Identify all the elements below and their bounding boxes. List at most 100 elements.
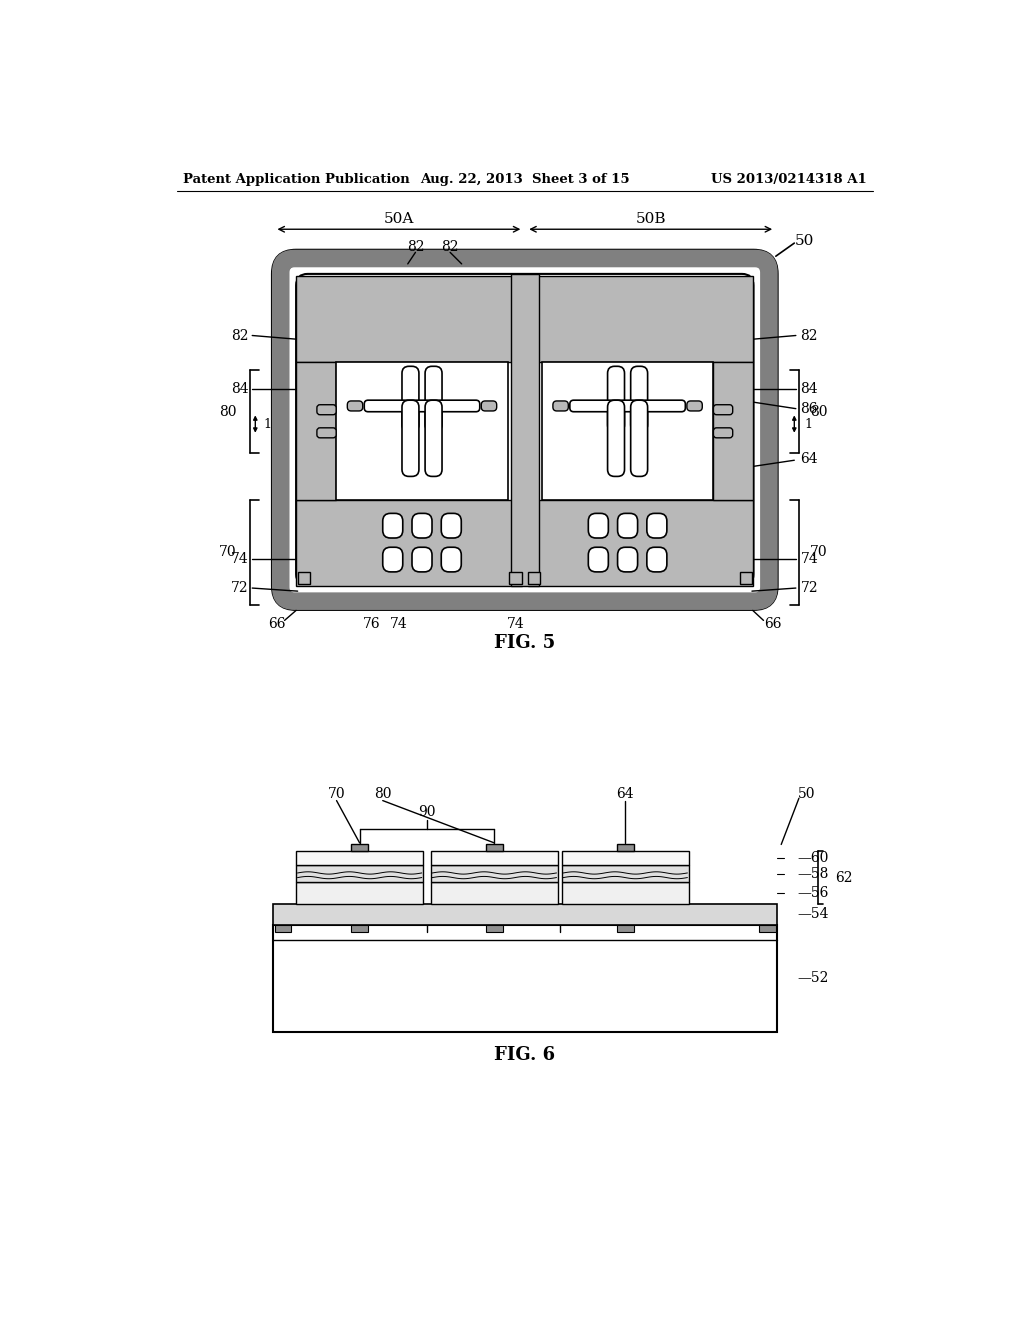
Bar — [486, 845, 503, 851]
Text: —56: —56 — [798, 886, 828, 900]
Bar — [528, 276, 754, 363]
Bar — [351, 924, 368, 932]
Bar — [739, 572, 752, 585]
FancyBboxPatch shape — [569, 400, 685, 412]
Text: 80: 80 — [219, 405, 237, 418]
Bar — [511, 275, 539, 586]
Text: 74: 74 — [507, 618, 524, 631]
Text: —52: —52 — [798, 972, 828, 986]
Text: 74: 74 — [390, 618, 408, 631]
FancyBboxPatch shape — [714, 405, 733, 414]
FancyBboxPatch shape — [441, 513, 461, 539]
Text: 72: 72 — [230, 581, 249, 595]
Text: 64: 64 — [801, 451, 818, 466]
FancyBboxPatch shape — [316, 405, 336, 414]
FancyBboxPatch shape — [441, 548, 461, 572]
FancyBboxPatch shape — [383, 513, 402, 539]
Text: 86: 86 — [801, 401, 818, 416]
Text: 90: 90 — [418, 805, 436, 820]
FancyBboxPatch shape — [481, 401, 497, 411]
FancyBboxPatch shape — [412, 548, 432, 572]
Bar — [296, 363, 336, 499]
Text: 70: 70 — [810, 545, 827, 560]
Text: 84: 84 — [230, 383, 249, 396]
FancyBboxPatch shape — [296, 275, 754, 586]
Bar — [296, 276, 521, 363]
FancyBboxPatch shape — [617, 513, 638, 539]
Text: 50: 50 — [795, 234, 814, 248]
FancyBboxPatch shape — [647, 548, 667, 572]
Text: —60: —60 — [798, 851, 828, 866]
Bar — [714, 363, 754, 499]
FancyBboxPatch shape — [589, 513, 608, 539]
Bar — [431, 866, 558, 882]
Bar — [351, 845, 368, 851]
Text: 62: 62 — [836, 871, 853, 884]
Text: 74: 74 — [230, 552, 249, 566]
Bar — [336, 363, 508, 499]
FancyBboxPatch shape — [425, 400, 442, 477]
Text: 50: 50 — [798, 788, 815, 801]
Text: 82: 82 — [407, 240, 424, 253]
FancyBboxPatch shape — [607, 400, 625, 477]
Bar — [273, 904, 777, 924]
Text: 82: 82 — [230, 329, 249, 342]
Text: 50A: 50A — [384, 213, 414, 226]
Text: FIG. 5: FIG. 5 — [495, 635, 555, 652]
FancyBboxPatch shape — [365, 400, 480, 412]
Text: 64: 64 — [616, 788, 634, 801]
Bar — [616, 924, 634, 932]
Text: 82: 82 — [441, 240, 459, 253]
Bar — [296, 851, 423, 866]
FancyBboxPatch shape — [607, 367, 625, 432]
FancyBboxPatch shape — [617, 548, 638, 572]
Bar — [296, 499, 521, 586]
Text: 82: 82 — [801, 329, 818, 342]
Bar — [562, 851, 689, 866]
Bar — [562, 882, 689, 904]
FancyBboxPatch shape — [589, 548, 608, 572]
FancyBboxPatch shape — [687, 401, 702, 411]
Bar — [562, 866, 689, 882]
Text: 66: 66 — [268, 618, 286, 631]
Text: 76: 76 — [362, 618, 380, 631]
Bar — [296, 882, 423, 904]
Text: 80: 80 — [810, 405, 827, 418]
Text: 80: 80 — [374, 788, 391, 801]
FancyBboxPatch shape — [347, 401, 362, 411]
Text: US 2013/0214318 A1: US 2013/0214318 A1 — [711, 173, 866, 186]
Bar — [616, 845, 634, 851]
Text: 1: 1 — [804, 417, 812, 430]
Bar — [542, 363, 714, 499]
FancyBboxPatch shape — [273, 251, 776, 609]
Text: 72: 72 — [801, 581, 818, 595]
Bar — [431, 882, 558, 904]
Text: —54: —54 — [798, 907, 828, 921]
Bar — [486, 924, 503, 932]
Bar — [273, 924, 777, 1032]
FancyBboxPatch shape — [553, 401, 568, 411]
Bar — [759, 924, 776, 932]
Text: 70: 70 — [328, 788, 345, 801]
Text: Patent Application Publication: Patent Application Publication — [183, 173, 410, 186]
Bar — [296, 866, 423, 882]
FancyBboxPatch shape — [714, 428, 733, 438]
Text: 50B: 50B — [636, 213, 666, 226]
FancyBboxPatch shape — [647, 513, 667, 539]
FancyBboxPatch shape — [412, 513, 432, 539]
Bar — [509, 572, 521, 585]
FancyBboxPatch shape — [631, 367, 647, 432]
Bar — [274, 924, 292, 932]
Bar — [431, 851, 558, 866]
Text: —58: —58 — [798, 867, 828, 880]
FancyBboxPatch shape — [631, 400, 647, 477]
Text: FIG. 6: FIG. 6 — [495, 1047, 555, 1064]
FancyBboxPatch shape — [316, 428, 336, 438]
Text: 74: 74 — [801, 552, 818, 566]
FancyBboxPatch shape — [383, 548, 402, 572]
Text: 66: 66 — [764, 618, 781, 631]
Text: 70: 70 — [219, 545, 237, 560]
FancyBboxPatch shape — [402, 400, 419, 477]
Text: 84: 84 — [801, 383, 818, 396]
Text: 1: 1 — [263, 417, 271, 430]
